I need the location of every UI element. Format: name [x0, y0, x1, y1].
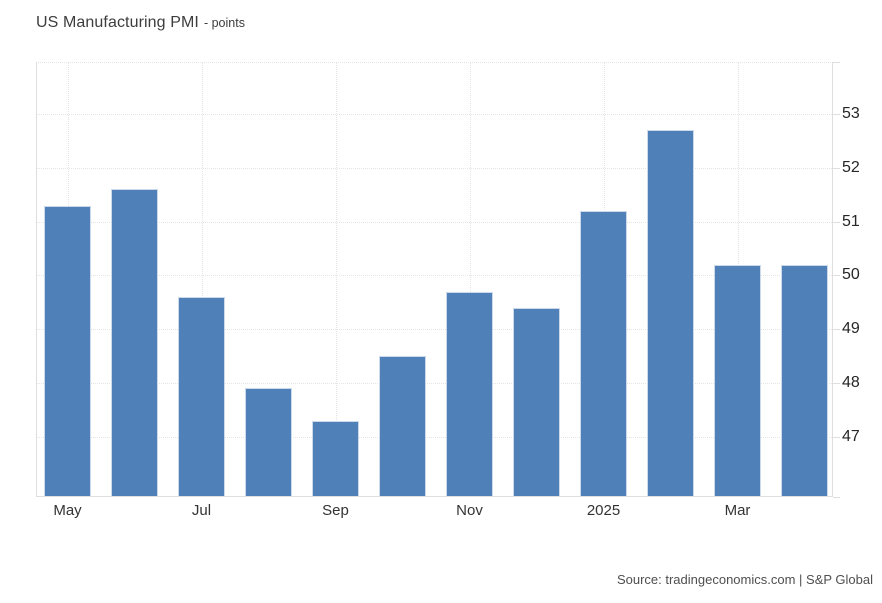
bar[interactable]: [245, 388, 292, 496]
y-axis-corner-tick: [833, 497, 840, 498]
h-gridline: [37, 221, 832, 223]
h-gridline: [37, 329, 832, 331]
plot-area[interactable]: [36, 62, 833, 497]
bar[interactable]: [781, 264, 828, 496]
y-axis-tick-mark: [833, 114, 840, 116]
bar[interactable]: [647, 130, 694, 496]
x-axis-tick-label: 2025: [586, 502, 621, 519]
h-gridline: [37, 383, 832, 385]
bar[interactable]: [714, 264, 761, 496]
chart-subtitle: - points: [203, 16, 245, 30]
h-gridline: [37, 275, 832, 277]
y-axis-tick-mark: [833, 436, 840, 438]
chart-title: US Manufacturing PMI: [36, 14, 199, 31]
x-axis-tick-label: Jul: [191, 502, 212, 519]
v-gridline: [335, 63, 337, 496]
x-axis-tick-label: Nov: [456, 502, 483, 519]
x-axis-tick-label: Sep: [322, 502, 349, 519]
y-axis-tick-mark: [833, 221, 840, 223]
bar[interactable]: [111, 189, 158, 496]
x-axis-tick-label: Mar: [724, 502, 751, 519]
y-axis-tick-label: 51: [842, 212, 860, 230]
v-gridline: [469, 63, 471, 496]
bar[interactable]: [446, 291, 493, 496]
y-axis-tick-label: 50: [842, 266, 860, 284]
source-attribution: Source: tradingeconomics.com | S&P Globa…: [616, 572, 873, 587]
bar[interactable]: [312, 420, 359, 496]
y-axis-tick-mark: [833, 167, 840, 169]
bar[interactable]: [379, 356, 426, 496]
bar[interactable]: [178, 296, 225, 496]
h-gridline: [37, 114, 832, 116]
bar[interactable]: [513, 307, 560, 496]
y-axis-corner-tick: [833, 62, 840, 63]
y-axis-tick-mark: [833, 275, 840, 277]
h-gridline: [37, 436, 832, 438]
y-axis-tick-label: 53: [842, 105, 860, 123]
y-axis-tick-mark: [833, 329, 840, 331]
y-axis-tick-mark: [833, 383, 840, 385]
y-axis-tick-label: 52: [842, 158, 860, 176]
bar[interactable]: [44, 205, 91, 496]
x-axis-tick-label: May: [53, 502, 82, 519]
y-axis-tick-label: 48: [842, 374, 860, 392]
h-gridline: [37, 167, 832, 169]
y-axis-tick-label: 49: [842, 320, 860, 338]
chart-header: US Manufacturing PMI - points: [36, 14, 245, 32]
v-gridline: [201, 63, 203, 496]
y-axis-tick-label: 47: [842, 427, 860, 445]
bar[interactable]: [580, 210, 627, 496]
